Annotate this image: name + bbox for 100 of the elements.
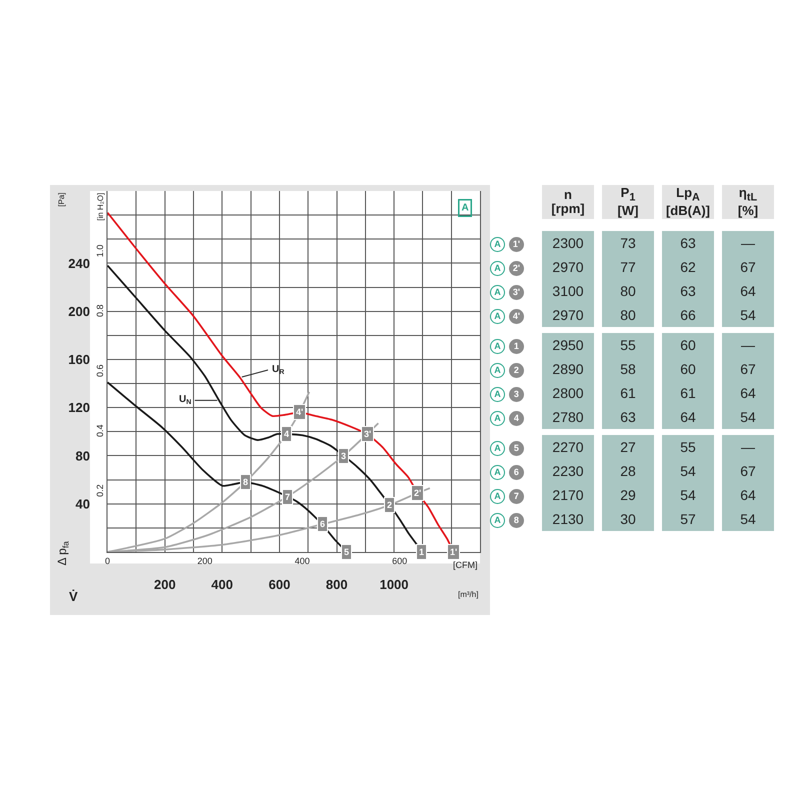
text: 2270	[552, 439, 584, 455]
y2-tick-label: 0.2	[94, 484, 105, 497]
text: —	[741, 235, 755, 251]
x2-tick-label: 0	[105, 556, 110, 566]
text: 2970	[552, 259, 584, 275]
x-tick-label: 800	[326, 577, 348, 592]
y-tick-label: 3'	[508, 285, 524, 300]
text: A	[494, 341, 501, 351]
x2-tick-label: 200	[197, 556, 212, 566]
y2-tick-label: 0.6	[94, 364, 105, 377]
text: 2300	[552, 235, 584, 251]
text: 54	[740, 409, 756, 425]
text: 30	[620, 511, 636, 527]
text: 28	[620, 463, 636, 479]
y2-tick-label: 0.4	[94, 424, 105, 437]
text: [Pa]	[56, 192, 66, 207]
text: A	[494, 389, 501, 399]
text: 67	[740, 259, 756, 275]
text: 62	[680, 259, 696, 275]
y-tick-label: 4'	[508, 309, 524, 324]
x2-tick-label: 400	[294, 556, 310, 566]
text: 27	[620, 439, 636, 455]
text: —	[741, 337, 755, 353]
annotation: 5	[344, 547, 350, 557]
x-axis-title: V̇	[69, 589, 78, 604]
y-tick-label: 7	[508, 489, 524, 504]
x-tick-label: η$_{tL}$ [%]	[722, 184, 774, 219]
y-tick-label: 200	[68, 304, 90, 319]
text: 2780	[552, 409, 584, 425]
y2-tick-label: 1.0	[94, 244, 105, 258]
text: 54	[680, 463, 696, 479]
y-tick-label: 1'	[508, 237, 524, 252]
annotation: 1'	[450, 547, 458, 557]
text: 55	[620, 337, 636, 353]
text: 2970	[552, 307, 584, 323]
annotation: 4'	[296, 407, 304, 417]
text: 3100	[552, 283, 584, 299]
text: 57	[680, 511, 696, 527]
text: 2230	[552, 463, 584, 479]
annotation: 6	[320, 519, 326, 529]
y-tick-label: 40	[76, 496, 90, 512]
x-tick-label: 1000	[380, 577, 409, 592]
annotation: 8	[243, 477, 248, 487]
text: A	[494, 413, 501, 423]
x-tick-label: 600	[268, 577, 290, 592]
text: 67	[740, 361, 756, 377]
text: 54	[740, 307, 756, 323]
annotation: A	[462, 202, 469, 214]
text: A	[494, 515, 501, 525]
x2-tick-label: 600	[392, 556, 408, 566]
text: A	[494, 311, 501, 321]
x-tick-label: 400	[211, 577, 233, 592]
text: 60	[680, 361, 696, 377]
y-tick-label: 160	[68, 352, 90, 367]
text: 2890	[552, 361, 584, 377]
text: 63	[680, 283, 696, 299]
text: 58	[620, 361, 636, 377]
x2-axis-title: [CFM]	[453, 560, 478, 570]
annotation: 2	[387, 500, 392, 510]
text: 54	[740, 511, 756, 527]
text: 80	[620, 283, 636, 299]
y-tick-label: 6	[508, 465, 524, 480]
annotation: 1	[419, 547, 424, 557]
x-tick-label: 200	[154, 577, 176, 592]
y2-axis-title: [in H₂O]	[96, 192, 105, 221]
text: A	[494, 443, 501, 453]
text: 60	[680, 337, 696, 353]
y-tick-label: 240	[68, 256, 90, 271]
text: 64	[740, 487, 756, 503]
y-tick-label: 1	[508, 339, 524, 354]
text: 77	[620, 259, 636, 275]
text: A	[490, 237, 505, 252]
y-tick-label: 120	[68, 400, 90, 416]
y-tick-label: 4	[508, 411, 524, 426]
text: 63	[620, 409, 636, 425]
text: A	[494, 467, 501, 477]
text: 2170	[552, 487, 584, 503]
y-tick-label: 80	[76, 448, 90, 464]
annotation: U$_{N}$	[179, 394, 192, 406]
text: 64	[740, 283, 756, 299]
text: 64	[680, 409, 696, 425]
text: —	[741, 439, 755, 455]
y-tick-label: 8	[508, 513, 524, 528]
annotation: 7	[285, 492, 290, 502]
text: 55	[680, 439, 696, 455]
y-tick-label: 5	[508, 441, 524, 456]
text: A	[494, 365, 501, 375]
text: 67	[740, 463, 756, 479]
text: 80	[620, 307, 636, 323]
text: 54	[680, 487, 696, 503]
text: 64	[740, 385, 756, 401]
text: 29	[620, 487, 636, 503]
annotation: 4	[284, 429, 290, 439]
text: 73	[620, 235, 636, 251]
y-tick-label: 2'	[508, 261, 524, 276]
text: 61	[620, 385, 636, 401]
text: 61	[680, 385, 696, 401]
text: [m³/h]	[458, 590, 478, 599]
text: 2130	[552, 511, 584, 527]
y-tick-label: 2	[508, 363, 524, 378]
